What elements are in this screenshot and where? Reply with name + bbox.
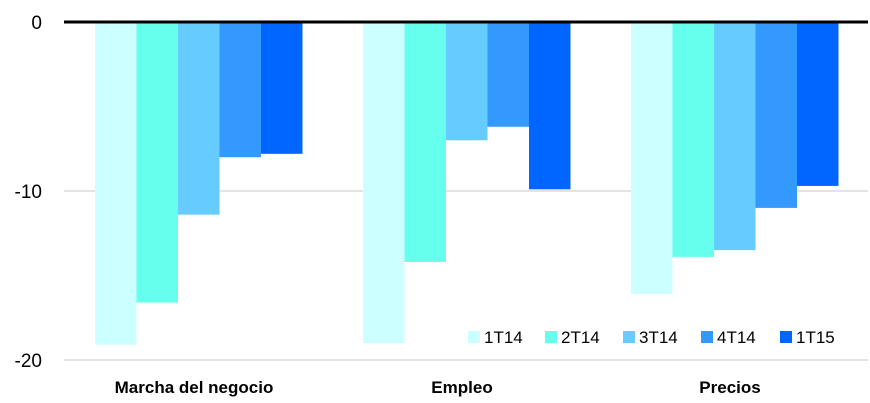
y-tick-label: -20	[15, 351, 42, 372]
bar-4T14-2	[755, 22, 797, 208]
bar-1T15-2	[797, 22, 839, 186]
legend-swatch-3T14	[623, 331, 635, 343]
y-tick-label: 0	[31, 13, 42, 34]
x-category-label: Empleo	[431, 378, 492, 397]
bar-1T14-2	[631, 22, 673, 295]
bar-4T14-0	[219, 22, 261, 158]
legend-label-2T14: 2T14	[561, 328, 600, 347]
bar-3T14-1	[446, 22, 488, 141]
legend: 1T14 2T14 3T14 4T14 1T15	[468, 328, 835, 347]
bar-2T14-0	[136, 22, 178, 303]
bar-4T14-1	[487, 22, 529, 127]
bar-3T14-0	[178, 22, 220, 215]
x-category-label: Marcha del negocio	[115, 378, 274, 397]
bar-1T15-1	[529, 22, 571, 190]
bar-2T14-2	[672, 22, 714, 257]
axes: 0 -10 -20 Marcha del negocio Empleo Precios	[15, 13, 868, 397]
bar-1T14-1	[363, 22, 405, 344]
legend-label-3T14: 3T14	[639, 328, 678, 347]
bar-3T14-2	[714, 22, 756, 251]
bar-1T14-0	[95, 22, 137, 345]
legend-label-1T14: 1T14	[484, 328, 523, 347]
bars	[95, 22, 839, 345]
bar-1T15-0	[261, 22, 303, 154]
bar-2T14-1	[404, 22, 446, 262]
y-tick-label: -10	[15, 182, 42, 203]
legend-swatch-1T14	[468, 331, 480, 343]
x-category-label: Precios	[699, 378, 760, 397]
legend-swatch-4T14	[701, 331, 713, 343]
legend-swatch-2T14	[545, 331, 557, 343]
legend-label-4T14: 4T14	[717, 328, 756, 347]
legend-swatch-1T15	[780, 331, 792, 343]
legend-label-1T15: 1T15	[796, 328, 835, 347]
